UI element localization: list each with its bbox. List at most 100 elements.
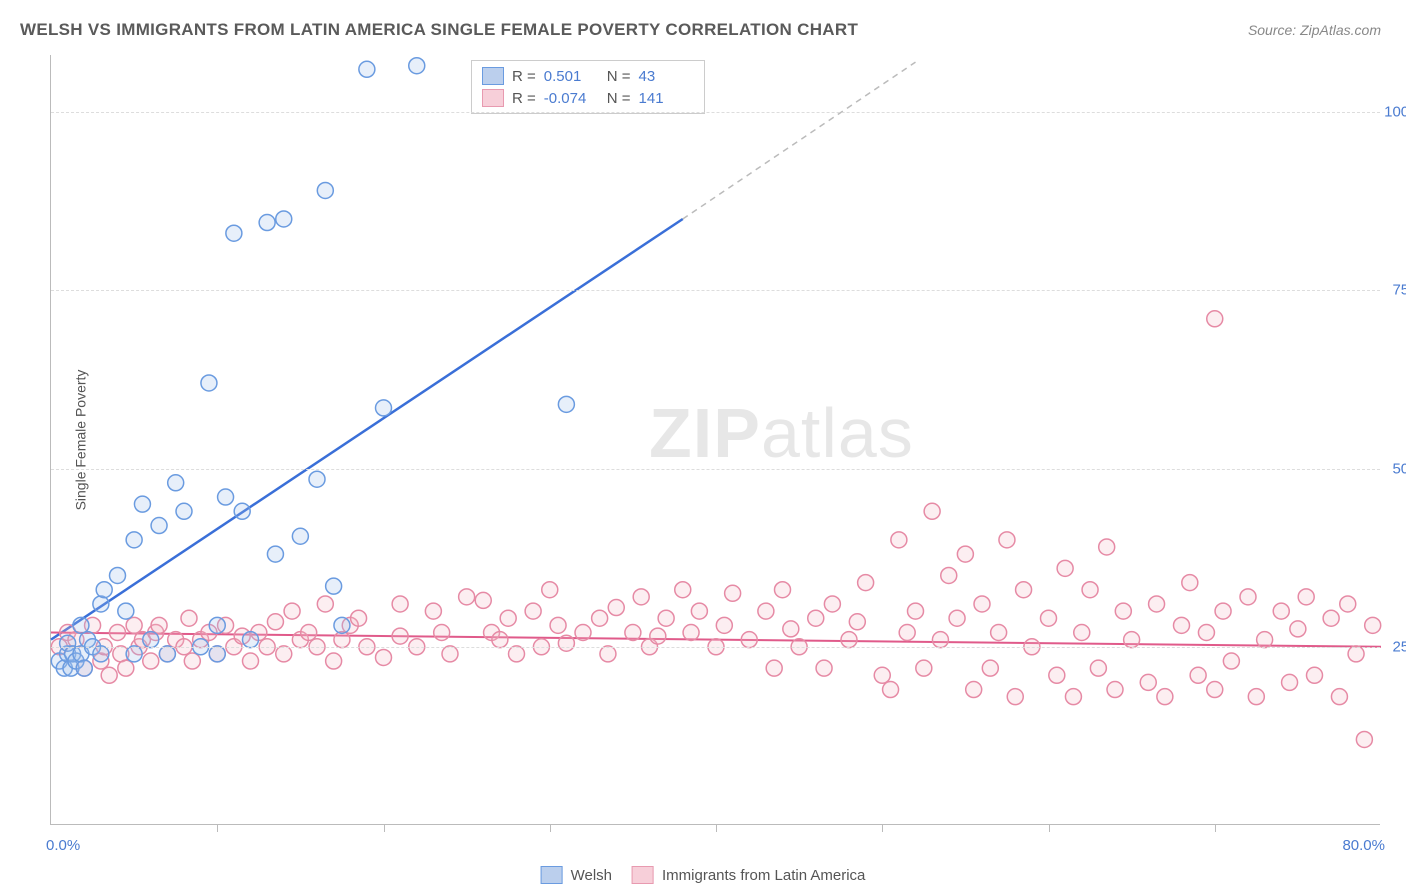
scatter-point bbox=[982, 660, 998, 676]
scatter-point bbox=[1365, 617, 1381, 633]
scatter-point bbox=[317, 596, 333, 612]
scatter-point bbox=[1282, 674, 1298, 690]
scatter-point bbox=[966, 682, 982, 698]
x-tick bbox=[384, 824, 385, 832]
scatter-point bbox=[1074, 625, 1090, 641]
scatter-point bbox=[1240, 589, 1256, 605]
scatter-point bbox=[1057, 560, 1073, 576]
scatter-point bbox=[118, 603, 134, 619]
n-label-2: N = bbox=[607, 90, 631, 107]
grid-line bbox=[51, 290, 1380, 291]
grid-line bbox=[51, 112, 1380, 113]
scatter-point bbox=[932, 632, 948, 648]
scatter-point bbox=[1323, 610, 1339, 626]
scatter-point bbox=[858, 575, 874, 591]
scatter-point bbox=[218, 489, 234, 505]
scatter-point bbox=[317, 182, 333, 198]
scatter-point bbox=[1207, 311, 1223, 327]
scatter-point bbox=[1198, 625, 1214, 641]
scatter-point bbox=[209, 646, 225, 662]
scatter-point bbox=[891, 532, 907, 548]
scatter-point bbox=[716, 617, 732, 633]
scatter-point bbox=[625, 625, 641, 641]
scatter-point bbox=[1090, 660, 1106, 676]
r-label-2: R = bbox=[512, 90, 536, 107]
stats-row-2: R = -0.074 N = 141 bbox=[482, 87, 694, 109]
scatter-point bbox=[1215, 603, 1231, 619]
scatter-point bbox=[276, 646, 292, 662]
scatter-point bbox=[1082, 582, 1098, 598]
scatter-point bbox=[1174, 617, 1190, 633]
scatter-point bbox=[1207, 682, 1223, 698]
legend-item-2: Immigrants from Latin America bbox=[632, 866, 865, 884]
scatter-point bbox=[1007, 689, 1023, 705]
scatter-point bbox=[1356, 731, 1372, 747]
plot-svg bbox=[51, 55, 1380, 824]
scatter-point bbox=[916, 660, 932, 676]
scatter-point bbox=[442, 646, 458, 662]
scatter-point bbox=[1124, 632, 1140, 648]
scatter-point bbox=[492, 632, 508, 648]
scatter-point bbox=[143, 632, 159, 648]
scatter-point bbox=[1049, 667, 1065, 683]
scatter-point bbox=[558, 635, 574, 651]
scatter-point bbox=[176, 503, 192, 519]
scatter-point bbox=[1257, 632, 1273, 648]
scatter-point bbox=[849, 614, 865, 630]
scatter-point bbox=[326, 653, 342, 669]
scatter-point bbox=[741, 632, 757, 648]
scatter-point bbox=[309, 471, 325, 487]
scatter-point bbox=[1290, 621, 1306, 637]
scatter-point bbox=[783, 621, 799, 637]
scatter-point bbox=[334, 617, 350, 633]
stats-row-1: R = 0.501 N = 43 bbox=[482, 65, 694, 87]
scatter-point bbox=[575, 625, 591, 641]
n-value-2: 141 bbox=[639, 90, 694, 107]
scatter-point bbox=[126, 646, 142, 662]
scatter-point bbox=[949, 610, 965, 626]
scatter-point bbox=[1016, 582, 1032, 598]
scatter-point bbox=[675, 582, 691, 598]
r-label: R = bbox=[512, 68, 536, 85]
trend-line-welsh bbox=[51, 219, 683, 640]
chart-container: Single Female Poverty R = 0.501 N = 43 R… bbox=[50, 55, 1380, 825]
scatter-point bbox=[292, 528, 308, 544]
scatter-point bbox=[209, 617, 225, 633]
scatter-point bbox=[110, 567, 126, 583]
scatter-point bbox=[459, 589, 475, 605]
source-label: Source: ZipAtlas.com bbox=[1248, 22, 1381, 38]
swatch-blue-icon bbox=[482, 67, 504, 85]
scatter-point bbox=[633, 589, 649, 605]
scatter-point bbox=[957, 546, 973, 562]
scatter-point bbox=[267, 546, 283, 562]
plot-area: R = 0.501 N = 43 R = -0.074 N = 141 ZIPa… bbox=[50, 55, 1380, 825]
scatter-point bbox=[96, 582, 112, 598]
scatter-point bbox=[168, 475, 184, 491]
scatter-point bbox=[181, 610, 197, 626]
scatter-point bbox=[841, 632, 857, 648]
scatter-point bbox=[151, 518, 167, 534]
scatter-point bbox=[259, 215, 275, 231]
scatter-point bbox=[816, 660, 832, 676]
grid-line bbox=[51, 469, 1380, 470]
chart-title: WELSH VS IMMIGRANTS FROM LATIN AMERICA S… bbox=[20, 20, 858, 40]
trend-line-welsh-dashed bbox=[683, 62, 916, 219]
scatter-point bbox=[434, 625, 450, 641]
stats-box: R = 0.501 N = 43 R = -0.074 N = 141 bbox=[471, 60, 705, 114]
scatter-point bbox=[725, 585, 741, 601]
scatter-point bbox=[126, 532, 142, 548]
scatter-point bbox=[1041, 610, 1057, 626]
x-tick bbox=[1049, 824, 1050, 832]
scatter-point bbox=[234, 503, 250, 519]
scatter-point bbox=[1298, 589, 1314, 605]
y-tick-label: 100.0% bbox=[1384, 104, 1406, 121]
scatter-point bbox=[691, 603, 707, 619]
scatter-point bbox=[143, 653, 159, 669]
scatter-point bbox=[608, 600, 624, 616]
scatter-point bbox=[76, 660, 92, 676]
bottom-legend: Welsh Immigrants from Latin America bbox=[541, 866, 866, 884]
legend-label-2: Immigrants from Latin America bbox=[662, 867, 865, 884]
scatter-point bbox=[766, 660, 782, 676]
x-tick bbox=[882, 824, 883, 832]
scatter-point bbox=[600, 646, 616, 662]
